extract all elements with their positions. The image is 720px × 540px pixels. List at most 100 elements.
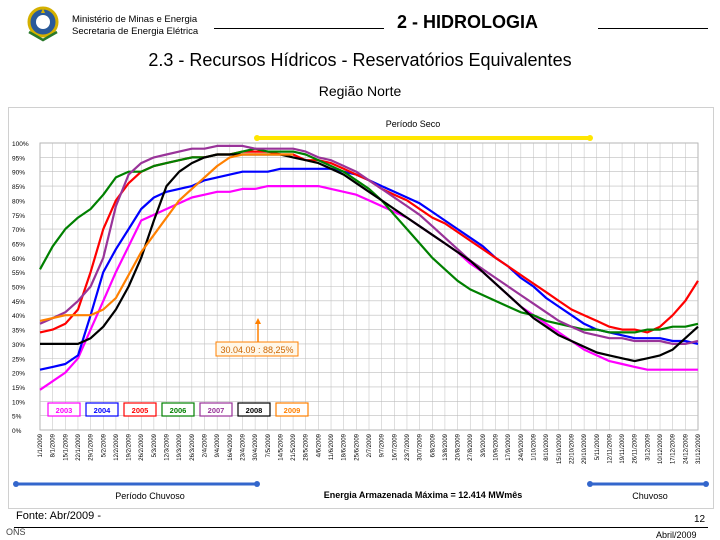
y-tick-label: 65% — [12, 241, 25, 248]
y-tick-label: 10% — [12, 399, 25, 406]
x-tick-label: 15/10/2009 — [557, 433, 563, 464]
x-tick-label: 13/8/2009 — [443, 433, 449, 460]
rainy-period-label: Período Chuvoso — [115, 491, 185, 501]
series-2006-line — [39, 147, 699, 334]
x-tick-label: 5/2/2009 — [101, 433, 107, 457]
footer-divider — [14, 527, 708, 528]
legend-label-2006: 2006 — [170, 406, 187, 415]
x-tick-label: 23/4/2009 — [240, 433, 246, 460]
x-tick-label: 14/5/2009 — [278, 433, 284, 460]
series-2007-line — [39, 144, 699, 345]
ministry-name: Ministério de Minas e Energia Secretaria… — [72, 14, 198, 38]
x-tick-label: 12/2/2009 — [114, 433, 120, 460]
series-2009-line — [39, 153, 294, 322]
x-tick-label: 2/4/2009 — [203, 433, 209, 457]
y-tick-label: 45% — [12, 299, 25, 306]
y-tick-label: 55% — [12, 270, 25, 277]
page-number: 12 — [694, 514, 706, 525]
x-tick-label: 18/6/2009 — [342, 433, 348, 460]
ministry-line1: Ministério de Minas e Energia — [72, 14, 198, 25]
section-title: 2 - HIDROLOGIA — [397, 12, 539, 32]
energy-max-label: Energia Armazenada Máxima = 12.414 MWmês — [324, 490, 523, 500]
x-tick-label: 24/12/2009 — [683, 433, 689, 464]
x-tick-label: 15/1/2009 — [63, 433, 69, 460]
y-tick-label: 20% — [12, 371, 25, 378]
x-tick-label: 23/7/2009 — [405, 433, 411, 460]
y-tick-label: 100% — [12, 141, 29, 148]
current-value-box — [215, 341, 299, 357]
y-tick-label: 40% — [12, 313, 25, 320]
dry-period-end-dot — [587, 135, 593, 141]
series-2008-line — [40, 153, 699, 363]
x-tick-label: 12/3/2009 — [165, 433, 171, 460]
ministry-line2: Secretaria de Energia Elétrica — [72, 26, 199, 37]
legend-item-2004 — [85, 402, 119, 417]
footer-date: Abril/2009 — [656, 530, 697, 540]
x-tick-label: 17/12/2009 — [671, 433, 677, 464]
rainy-period-end-dot — [254, 481, 260, 487]
x-tick-label: 16/4/2009 — [228, 433, 234, 460]
x-tick-label: 12/11/2009 — [607, 433, 613, 463]
header-divider — [214, 28, 384, 29]
y-tick-label: 30% — [12, 342, 25, 349]
region-title: Região Norte — [318, 83, 402, 99]
dry-period-label: Período Seco — [386, 119, 441, 129]
x-tick-label: 26/2/2009 — [139, 433, 145, 460]
legend-label-2005: 2005 — [132, 406, 149, 415]
x-tick-label: 16/7/2009 — [392, 433, 398, 460]
rainy-period-end-end-dot — [703, 481, 709, 487]
x-tick-label: 21/5/2009 — [291, 433, 297, 460]
x-tick-label: 27/8/2009 — [468, 433, 474, 460]
y-tick-label: 35% — [12, 328, 25, 335]
current-value-arrowhead — [255, 318, 261, 324]
x-tick-label: 28/5/2009 — [304, 433, 310, 460]
x-tick-label: 5/3/2009 — [152, 433, 158, 457]
legend-item-2003 — [47, 402, 81, 417]
y-tick-label: 75% — [12, 213, 25, 220]
x-tick-label: 5/11/2009 — [595, 433, 601, 460]
x-tick-label: 9/4/2009 — [215, 433, 221, 457]
y-tick-label: 5% — [12, 414, 22, 421]
x-tick-label: 24/9/2009 — [519, 433, 525, 460]
y-tick-label: 60% — [12, 256, 25, 263]
rainy-period-end-start-dot — [587, 481, 593, 487]
x-tick-label: 25/6/2009 — [354, 433, 360, 460]
x-tick-label: 30/4/2009 — [253, 433, 259, 460]
rainy-period-start-dot — [13, 481, 19, 487]
legend-label-2008: 2008 — [246, 406, 263, 415]
legend-item-2006 — [161, 402, 195, 417]
y-tick-label: 90% — [12, 170, 25, 177]
x-tick-label: 22/1/2009 — [76, 433, 82, 460]
y-tick-label: 25% — [12, 356, 25, 363]
x-tick-label: 8/1/2009 — [51, 433, 57, 457]
x-tick-label: 8/10/2009 — [544, 433, 550, 460]
x-tick-label: 3/12/2009 — [645, 433, 651, 460]
x-tick-label: 19/11/2009 — [620, 433, 626, 463]
legend-item-2007 — [199, 402, 233, 417]
x-tick-label: 2/7/2009 — [367, 433, 373, 457]
page-title: 2.3 - Recursos Hídricos - Reservatórios … — [148, 50, 572, 70]
legend-item-2008 — [237, 402, 271, 417]
x-tick-label: 29/10/2009 — [582, 433, 588, 464]
legend-item-2005 — [123, 402, 157, 417]
x-tick-label: 19/2/2009 — [127, 433, 133, 460]
x-tick-label: 17/9/2009 — [506, 433, 512, 460]
y-tick-label: 95% — [12, 155, 25, 162]
x-tick-label: 29/1/2009 — [89, 433, 95, 460]
y-tick-label: 85% — [12, 184, 25, 191]
x-tick-label: 3/9/2009 — [481, 433, 487, 457]
x-tick-label: 22/10/2009 — [569, 433, 575, 464]
x-tick-label: 6/8/2009 — [430, 433, 436, 457]
y-tick-label: 50% — [12, 285, 25, 292]
x-tick-label: 4/6/2009 — [316, 433, 322, 457]
legend-label-2009: 2009 — [284, 406, 301, 415]
header-divider-right — [598, 28, 708, 29]
y-tick-label: 80% — [12, 198, 25, 205]
legend-label-2003: 2003 — [56, 406, 73, 415]
dry-period-start-dot — [254, 135, 260, 141]
current-value-label: 30.04.09 : 88,25% — [220, 345, 293, 355]
x-tick-label: 10/12/2009 — [658, 433, 664, 464]
legend-label-2004: 2004 — [94, 406, 112, 415]
brazil-coat-of-arms-icon — [27, 6, 59, 42]
